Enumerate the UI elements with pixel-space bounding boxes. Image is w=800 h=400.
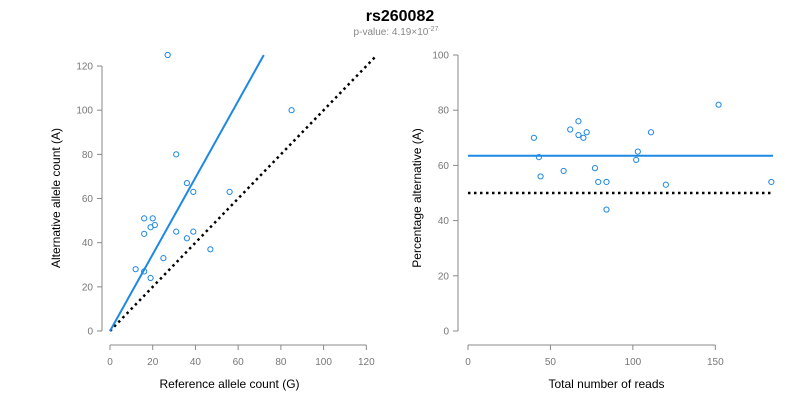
data-point: [288, 107, 295, 114]
data-point: [595, 178, 602, 186]
y-tick-label: 80: [438, 106, 450, 117]
reference-line: [109, 54, 378, 332]
chart-title: rs260082: [366, 8, 435, 25]
data-point: [633, 156, 640, 163]
data-point: [560, 167, 567, 175]
y-tick-label: 20: [82, 282, 94, 293]
data-point: [190, 228, 197, 235]
data-point: [132, 266, 139, 273]
chart-panel-1: 0 20 40 60 80 100 120 0 20 40 60 80 100 120 Reference …: [49, 51, 378, 391]
chart-subtitle: p-value: 4.19×10-27: [354, 26, 439, 38]
data-point: [147, 274, 154, 282]
x-tick-label: 60: [233, 357, 245, 368]
data-point: [583, 129, 590, 136]
data-point: [149, 215, 156, 222]
data-point: [207, 246, 214, 253]
data-point: [768, 178, 775, 186]
data-point: [591, 165, 599, 172]
y-tick-label: 0: [443, 327, 449, 338]
x-tick-label: 40: [190, 357, 202, 368]
data-point: [715, 101, 722, 108]
data-point: [603, 206, 610, 213]
data-point: [183, 179, 190, 187]
y-tick-label: 100: [432, 51, 449, 62]
data-point: [173, 228, 180, 235]
data-point: [603, 178, 610, 186]
y-tick-label: 100: [76, 106, 93, 117]
data-point: [575, 118, 582, 125]
data-point: [141, 268, 148, 275]
data-point: [141, 230, 148, 237]
y-tick-label: 120: [76, 62, 93, 73]
data-point: [537, 173, 544, 180]
subtitle-text: p-value: 4.19×10: [354, 27, 429, 38]
data-point: [147, 224, 154, 231]
data-point: [575, 131, 582, 139]
y-tick-label: 80: [82, 150, 94, 161]
data-point: [190, 188, 197, 195]
chart-panel-2: 0 50 100 150 0 20 40 60 80 100 Total number of rea…: [410, 51, 775, 391]
x-tick-label: 150: [707, 357, 724, 368]
x-axis-label: Total number of reads: [548, 377, 664, 391]
x-tick-label: 100: [315, 357, 332, 368]
data-point: [173, 151, 180, 158]
y-axis-label: Alternative allele count (A): [49, 128, 63, 268]
x-tick-label: 80: [275, 357, 287, 368]
x-tick-label: 120: [358, 357, 375, 368]
x-axis-label: Reference allele count (G): [159, 377, 299, 391]
y-tick-label: 20: [438, 271, 450, 282]
x-tick-label: 0: [465, 357, 471, 368]
data-point: [634, 148, 641, 155]
y-tick-label: 60: [82, 194, 94, 205]
data-point: [662, 181, 669, 188]
data-point: [580, 134, 587, 141]
data-point: [183, 235, 190, 242]
x-tick-label: 20: [147, 357, 159, 368]
data-point: [226, 188, 233, 195]
y-tick-label: 40: [438, 216, 450, 227]
x-tick-label: 0: [107, 357, 113, 368]
fit-line: [109, 54, 265, 332]
y-tick-label: 40: [82, 238, 94, 249]
data-point: [141, 215, 148, 222]
data-point: [530, 134, 538, 141]
data-point: [535, 154, 542, 161]
x-tick-label: 50: [545, 357, 557, 368]
data-point: [567, 126, 574, 133]
data-point: [160, 255, 167, 262]
x-tick-label: 100: [625, 357, 642, 368]
y-axis-label: Percentage alternative (A): [410, 128, 424, 267]
y-tick-label: 0: [87, 327, 93, 338]
data-point: [164, 51, 171, 59]
y-tick-label: 60: [438, 161, 450, 172]
data-point: [647, 129, 655, 136]
subtitle-exponent: -27: [428, 26, 438, 33]
